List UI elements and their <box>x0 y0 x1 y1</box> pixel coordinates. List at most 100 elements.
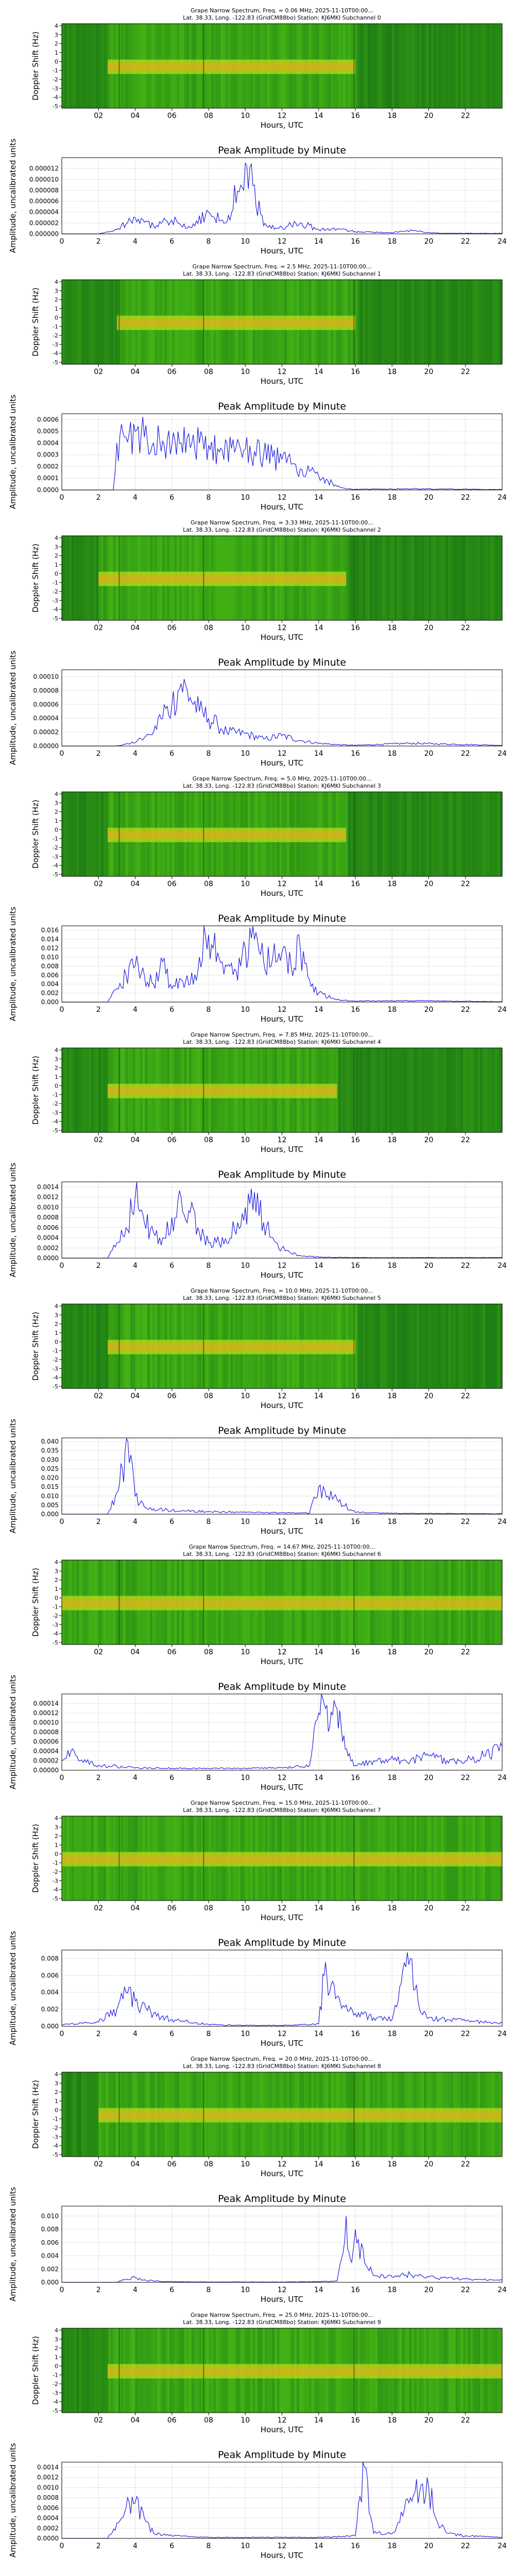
heatmap-column <box>428 792 432 876</box>
heatmap-column <box>62 1304 65 1388</box>
y-tick-label: -4 <box>53 1375 58 1381</box>
x-tick-label: 18 <box>387 494 397 502</box>
heatmap-column <box>431 24 434 108</box>
y-tick-label: 0.004 <box>41 2252 59 2260</box>
heatmap-column <box>399 536 402 620</box>
heatmap-column <box>363 1304 366 1388</box>
heatmap-gap <box>118 1560 120 1645</box>
heatmap-column <box>445 1304 449 1388</box>
heatmap-column <box>348 536 351 620</box>
heatmap-column <box>428 536 432 620</box>
heatmap-column <box>453 280 456 364</box>
x-tick-label: 06 <box>167 2160 177 2168</box>
x-tick-label: 18 <box>387 750 397 758</box>
heatmap-column <box>480 280 483 364</box>
y-tick-label: 1 <box>55 2354 58 2361</box>
y-tick-label: 0.002 <box>41 990 59 997</box>
heatmap-column <box>438 280 441 364</box>
x-tick-label: 6 <box>169 1262 174 1270</box>
heatmap-column <box>387 1304 390 1388</box>
heatmap-column <box>380 24 383 108</box>
x-tick-label: 02 <box>94 2416 103 2425</box>
x-axis-label: Hours, UTC <box>261 889 303 898</box>
x-tick-label: 06 <box>167 1392 177 1400</box>
y-tick-label: 0.0012 <box>37 1194 59 1201</box>
heatmap-column <box>419 280 422 364</box>
x-tick-label: 08 <box>204 880 213 888</box>
y-tick-label: -1 <box>53 2116 58 2123</box>
heatmap-column <box>76 2328 79 2413</box>
heatmap-column <box>375 792 378 876</box>
x-tick-label: 8 <box>207 1262 211 1270</box>
x-tick-label: 16 <box>351 2542 360 2550</box>
y-tick-label: -1 <box>53 1604 58 1611</box>
x-tick-label: 4 <box>133 1262 138 1270</box>
y-tick-label: 3 <box>55 544 58 550</box>
heatmap-column <box>66 1304 70 1388</box>
heatmap-column <box>108 280 111 364</box>
heatmap-column <box>463 24 466 108</box>
x-tick-label: 24 <box>497 2030 507 2038</box>
heatmap-column <box>434 1048 437 1132</box>
heatmap-column <box>424 280 427 364</box>
heatmap-column <box>387 792 390 876</box>
heatmap-column <box>419 536 422 620</box>
y-tick-label: 0 <box>55 314 58 321</box>
y-tick-label: -2 <box>53 588 58 595</box>
x-tick-label: 04 <box>131 1392 140 1400</box>
heatmap-gap <box>203 280 204 364</box>
heatmap-column <box>350 792 353 876</box>
heatmap-column <box>441 280 444 364</box>
heatmap-column <box>93 24 97 108</box>
y-tick-label: -4 <box>53 1118 58 1125</box>
heatmap-column <box>434 280 437 364</box>
y-tick-label: 1 <box>55 2098 58 2105</box>
heatmap-column <box>426 24 430 108</box>
heatmap-column <box>96 1304 99 1388</box>
heatmap-gap <box>118 1048 120 1132</box>
y-tick-label: -1 <box>53 1092 58 1098</box>
heatmap-column <box>375 1304 378 1388</box>
x-tick-label: 02 <box>94 1904 103 1912</box>
y-tick-label: 2 <box>55 2345 58 2352</box>
y-tick-label: 3 <box>55 2336 58 2343</box>
heatmap-column <box>419 792 422 876</box>
x-tick-label: 12 <box>278 494 287 502</box>
y-tick-label: 2 <box>55 1577 58 1584</box>
y-tick-label: -3 <box>53 2133 58 2140</box>
heatmap-column <box>455 1304 459 1388</box>
heatmap-column <box>93 536 97 620</box>
y-tick-label: 1 <box>55 818 58 824</box>
heatmap-column <box>483 24 486 108</box>
x-tick-label: 22 <box>461 2542 470 2550</box>
heatmap-column <box>431 1048 434 1132</box>
y-tick-label: 0.016 <box>41 927 59 934</box>
x-axis-label: Hours, UTC <box>261 1401 303 1410</box>
x-axis-label: Hours, UTC <box>261 377 303 386</box>
heatmap-gap <box>203 1304 204 1388</box>
x-tick-label: 10 <box>241 750 250 758</box>
x-tick-label: 14 <box>314 1904 323 1912</box>
y-tick-label: 2 <box>55 553 58 560</box>
heatmap-column <box>416 24 420 108</box>
y-axis-label: Doppler Shift (Hz) <box>31 1568 40 1637</box>
heatmap-column <box>483 536 486 620</box>
heatmap-column <box>458 536 461 620</box>
heatmap-column <box>455 792 459 876</box>
heatmap-column <box>463 1304 466 1388</box>
heatmap-column <box>470 1048 473 1132</box>
y-tick-label: 0.000 <box>41 2279 59 2286</box>
heatmap-column <box>492 280 495 364</box>
x-tick-label: 06 <box>167 1648 177 1656</box>
chart-title: Peak Amplitude by Minute <box>218 913 346 924</box>
heatmap-gap <box>203 1816 204 1901</box>
x-tick-label: 0 <box>60 1518 64 1526</box>
x-tick-label: 2 <box>96 2286 101 2294</box>
heatmap-column <box>485 792 488 876</box>
doppler-core <box>98 576 347 582</box>
doppler-core <box>108 64 355 70</box>
y-tick-label: -1 <box>53 1860 58 1867</box>
x-tick-label: 18 <box>387 2160 397 2168</box>
x-tick-label: 08 <box>204 1904 213 1912</box>
heatmap-column <box>382 1048 385 1132</box>
